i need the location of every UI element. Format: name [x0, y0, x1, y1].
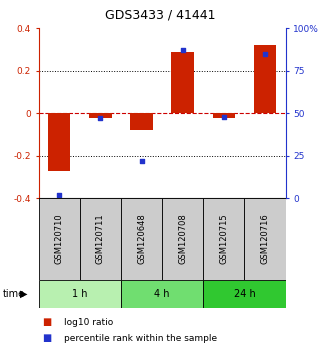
Text: time: time	[3, 289, 25, 299]
Text: GDS3433 / 41441: GDS3433 / 41441	[105, 9, 216, 22]
Point	[56, 192, 62, 198]
Text: 24 h: 24 h	[234, 289, 256, 299]
Text: GSM120711: GSM120711	[96, 213, 105, 264]
Bar	[162, 198, 203, 280]
Text: log10 ratio: log10 ratio	[64, 318, 113, 327]
Text: ▶: ▶	[20, 289, 28, 299]
Text: GSM120648: GSM120648	[137, 213, 146, 264]
Text: ■: ■	[42, 317, 51, 327]
Point	[139, 158, 144, 164]
Text: 4 h: 4 h	[154, 289, 170, 299]
Bar	[89, 113, 112, 118]
Point	[263, 51, 268, 57]
Bar	[213, 113, 235, 118]
Text: GSM120716: GSM120716	[261, 213, 270, 264]
Text: percentile rank within the sample: percentile rank within the sample	[64, 333, 217, 343]
Bar	[203, 198, 245, 280]
Text: GSM120708: GSM120708	[178, 213, 187, 264]
Text: GSM120715: GSM120715	[219, 213, 229, 264]
Bar	[121, 280, 203, 308]
Bar	[203, 280, 286, 308]
Text: GSM120710: GSM120710	[55, 213, 64, 264]
Bar	[39, 198, 80, 280]
Bar	[130, 113, 153, 130]
Bar	[171, 52, 194, 113]
Bar	[254, 45, 276, 113]
Bar	[121, 198, 162, 280]
Bar	[48, 113, 70, 171]
Text: 1 h: 1 h	[72, 289, 87, 299]
Bar	[245, 198, 286, 280]
Bar	[39, 280, 121, 308]
Bar	[80, 198, 121, 280]
Point	[221, 114, 226, 120]
Text: ■: ■	[42, 333, 51, 343]
Point	[98, 115, 103, 121]
Point	[180, 47, 185, 53]
